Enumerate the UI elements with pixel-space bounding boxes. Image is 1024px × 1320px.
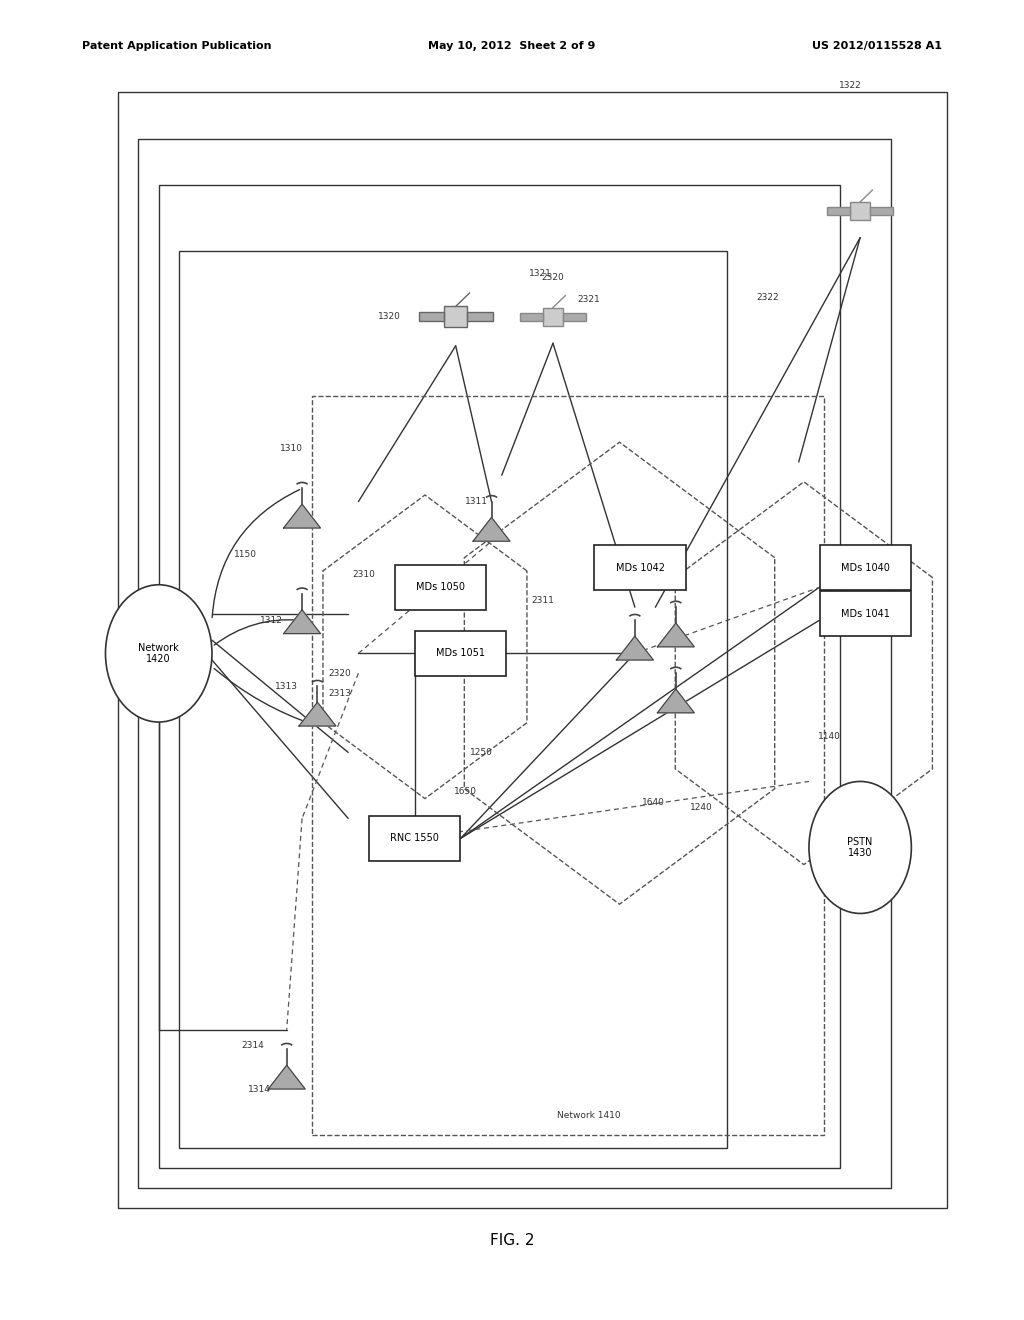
Text: 2322: 2322 bbox=[757, 293, 779, 301]
Text: Patent Application Publication: Patent Application Publication bbox=[82, 41, 271, 51]
Circle shape bbox=[105, 585, 212, 722]
Text: PSTN
1430: PSTN 1430 bbox=[848, 837, 872, 858]
Text: MDs 1040: MDs 1040 bbox=[841, 562, 890, 573]
Text: 1140: 1140 bbox=[818, 733, 841, 741]
Text: Network 1410: Network 1410 bbox=[557, 1111, 621, 1119]
FancyBboxPatch shape bbox=[819, 591, 911, 636]
Text: 1321: 1321 bbox=[529, 269, 552, 277]
Text: 1314: 1314 bbox=[248, 1085, 270, 1093]
Text: 1240: 1240 bbox=[690, 804, 713, 812]
FancyBboxPatch shape bbox=[467, 313, 493, 321]
Text: 1322: 1322 bbox=[839, 82, 861, 90]
FancyBboxPatch shape bbox=[416, 631, 507, 676]
FancyBboxPatch shape bbox=[370, 816, 461, 861]
FancyBboxPatch shape bbox=[520, 313, 543, 321]
Polygon shape bbox=[299, 702, 336, 726]
Polygon shape bbox=[657, 623, 694, 647]
Polygon shape bbox=[473, 517, 510, 541]
Polygon shape bbox=[284, 610, 321, 634]
FancyBboxPatch shape bbox=[395, 565, 486, 610]
FancyBboxPatch shape bbox=[819, 545, 911, 590]
Text: 1640: 1640 bbox=[642, 799, 665, 807]
Text: 1312: 1312 bbox=[260, 616, 283, 624]
Text: 2313: 2313 bbox=[329, 689, 351, 697]
Text: 2314: 2314 bbox=[242, 1041, 264, 1049]
Polygon shape bbox=[284, 504, 321, 528]
Text: MDs 1042: MDs 1042 bbox=[615, 562, 665, 573]
Text: MDs 1041: MDs 1041 bbox=[841, 609, 890, 619]
FancyBboxPatch shape bbox=[827, 207, 850, 215]
Text: 1650: 1650 bbox=[455, 788, 477, 796]
Text: 1320: 1320 bbox=[378, 313, 400, 321]
Text: US 2012/0115528 A1: US 2012/0115528 A1 bbox=[812, 41, 942, 51]
Polygon shape bbox=[268, 1065, 305, 1089]
Text: 2311: 2311 bbox=[531, 597, 554, 605]
Text: 2320: 2320 bbox=[329, 669, 351, 677]
FancyBboxPatch shape bbox=[870, 207, 893, 215]
Text: 2321: 2321 bbox=[578, 296, 600, 304]
Text: 1313: 1313 bbox=[275, 682, 298, 690]
Circle shape bbox=[809, 781, 911, 913]
Text: 1311: 1311 bbox=[465, 498, 487, 506]
Text: 1310: 1310 bbox=[281, 445, 303, 453]
Text: 1250: 1250 bbox=[470, 748, 493, 756]
Polygon shape bbox=[657, 689, 694, 713]
Text: RNC 1550: RNC 1550 bbox=[390, 833, 439, 843]
Text: MDs 1051: MDs 1051 bbox=[436, 648, 485, 659]
FancyBboxPatch shape bbox=[444, 306, 467, 327]
Text: MDs 1050: MDs 1050 bbox=[416, 582, 465, 593]
Text: FIG. 2: FIG. 2 bbox=[489, 1233, 535, 1249]
Text: 2320: 2320 bbox=[542, 273, 564, 281]
Text: Network
1420: Network 1420 bbox=[138, 643, 179, 664]
FancyBboxPatch shape bbox=[850, 202, 870, 220]
FancyBboxPatch shape bbox=[543, 308, 563, 326]
Text: 2310: 2310 bbox=[352, 570, 375, 578]
FancyBboxPatch shape bbox=[594, 545, 686, 590]
Polygon shape bbox=[616, 636, 653, 660]
Text: May 10, 2012  Sheet 2 of 9: May 10, 2012 Sheet 2 of 9 bbox=[428, 41, 596, 51]
FancyBboxPatch shape bbox=[419, 313, 444, 321]
FancyBboxPatch shape bbox=[563, 313, 586, 321]
Text: 1150: 1150 bbox=[234, 550, 257, 558]
